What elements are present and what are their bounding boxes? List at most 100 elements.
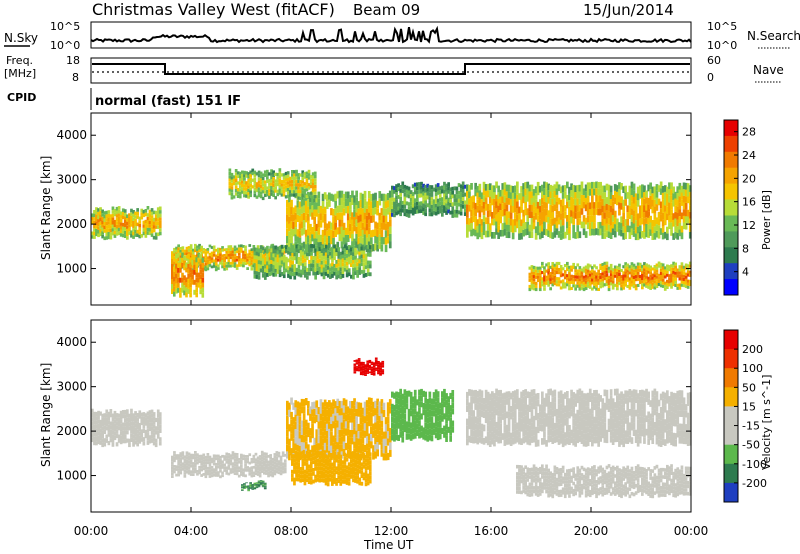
heatmap-cell: [559, 271, 563, 275]
heatmap-cell: [568, 220, 571, 227]
heatmap-cell: [451, 186, 455, 191]
heatmap-cell: [420, 193, 423, 198]
heatmap-cell: [476, 192, 480, 200]
heatmap-cell: [666, 279, 669, 283]
heatmap-cell: [208, 264, 212, 267]
heatmap-cell: [347, 256, 351, 261]
heatmap-cell: [666, 186, 669, 194]
heatmap-cell: [416, 411, 419, 418]
heatmap-cell: [230, 182, 234, 187]
heatmap-cell: [603, 192, 607, 199]
heatmap-cell: [603, 225, 607, 233]
heatmap-cell: [296, 444, 300, 452]
heatmap-cell: [609, 273, 613, 277]
heatmap-cell: [647, 285, 650, 289]
heatmap-cell: [359, 192, 363, 200]
heatmap-cell: [574, 212, 577, 219]
heatmap-cell: [191, 251, 195, 255]
heatmap-cell: [97, 427, 100, 432]
heatmap-cell: [315, 443, 319, 451]
heatmap-cell: [258, 457, 262, 461]
heatmap-cell: [229, 471, 233, 474]
heatmap-cell: [197, 257, 200, 263]
heatmap-cell: [271, 471, 275, 475]
heatmap-cell: [263, 173, 267, 177]
heatmap-cell: [156, 430, 160, 435]
heatmap-cell: [119, 211, 123, 215]
heatmap-cell: [146, 419, 150, 425]
heatmap-cell: [541, 283, 544, 287]
heatmap-cell: [661, 266, 665, 270]
heatmap-cell: [680, 185, 684, 193]
heatmap-cell: [219, 250, 222, 254]
heatmap-cell: [342, 398, 346, 406]
heatmap-cell: [352, 267, 355, 272]
heatmap-cell: [247, 172, 250, 176]
heatmap-cell: [559, 219, 563, 227]
heatmap-cell: [457, 190, 461, 195]
heatmap-cell: [277, 471, 281, 475]
heatmap-cell: [353, 371, 357, 374]
heatmap-cell: [325, 438, 329, 446]
heatmap-cell: [231, 247, 235, 251]
heatmap-cell: [292, 214, 295, 222]
heatmap-cell: [323, 428, 327, 436]
heatmap-cell: [126, 409, 129, 414]
heatmap-cell: [341, 475, 345, 480]
heatmap-cell: [126, 232, 129, 237]
heatmap-cell: [343, 248, 347, 253]
heatmap-cell: [248, 255, 252, 258]
heatmap-cell: [177, 262, 180, 268]
heatmap-cell: [273, 461, 277, 465]
heatmap-cell: [324, 248, 328, 253]
heatmap-cell: [107, 224, 111, 229]
heatmap-cell: [347, 248, 351, 253]
heatmap-cell: [293, 186, 296, 191]
heatmap-cell: [672, 213, 675, 220]
heatmap-cell: [305, 474, 309, 479]
heatmap-cell: [288, 424, 291, 432]
heatmap-cell: [388, 233, 392, 242]
heatmap-cell: [670, 273, 673, 277]
heatmap-cell: [551, 262, 555, 266]
heatmap-cell: [470, 203, 473, 210]
heatmap-cell: [605, 183, 609, 191]
heatmap-cell: [428, 410, 432, 417]
heatmap-cell: [603, 212, 607, 219]
heatmap-cell: [286, 194, 290, 198]
heatmap-cell: [210, 474, 214, 478]
heatmap-cell: [273, 458, 277, 462]
heatmap-cell: [217, 471, 220, 474]
heatmap-cell: [632, 190, 636, 197]
heatmap-cell: [286, 422, 289, 430]
heatmap-cell: [611, 271, 615, 275]
heatmap-cell: [273, 464, 277, 467]
heatmap-cell: [541, 231, 544, 238]
heatmap-cell: [217, 460, 220, 463]
heatmap-cell: [538, 205, 542, 213]
heatmap-cell: [441, 397, 444, 404]
heatmap-cell: [191, 259, 194, 265]
heatmap-cell: [358, 458, 362, 462]
heatmap-cell: [361, 415, 365, 423]
heatmap-cell: [351, 401, 354, 409]
heatmap-cell: [557, 277, 561, 281]
heatmap-cell: [293, 190, 296, 194]
heatmap-cell: [228, 168, 232, 172]
heatmap-cell: [374, 243, 377, 251]
heatmap-cell: [217, 465, 220, 469]
heatmap-cell: [270, 179, 273, 183]
heatmap-cell: [331, 274, 334, 278]
heatmap-cell: [407, 427, 411, 434]
heatmap-cell: [121, 410, 125, 415]
heatmap-cell: [105, 417, 109, 423]
heatmap-cell: [611, 274, 615, 278]
heatmap-cell: [303, 454, 307, 458]
heatmap-cell: [97, 208, 100, 212]
heatmap-cell: [266, 169, 269, 174]
heatmap-cell: [595, 208, 598, 215]
heatmap-cell: [476, 219, 480, 226]
heatmap-cell: [355, 197, 358, 205]
heatmap-cell: [332, 435, 335, 443]
heatmap-cell: [432, 404, 436, 411]
